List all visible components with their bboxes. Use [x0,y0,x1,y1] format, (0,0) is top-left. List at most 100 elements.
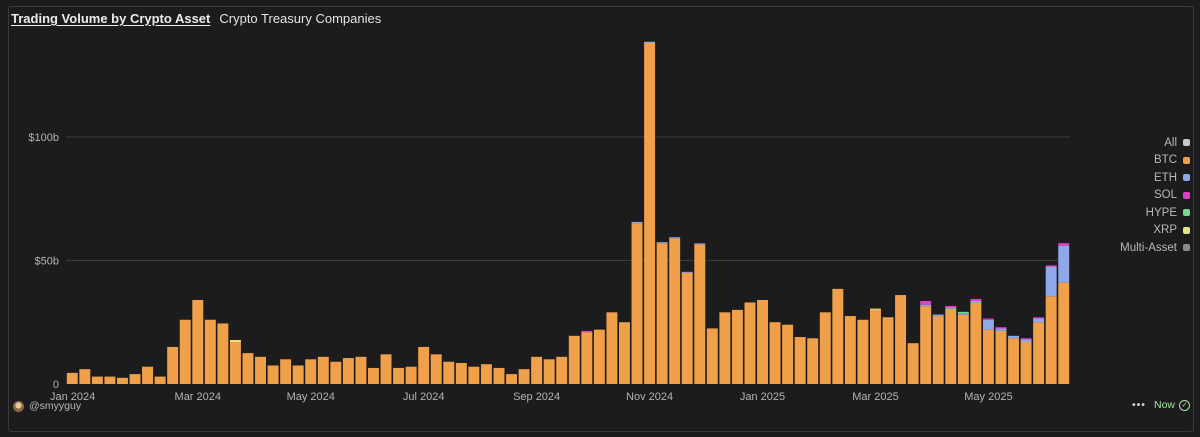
bar-btc [681,272,693,384]
chart-title[interactable]: Trading Volume by Crypto Asset [11,11,211,26]
bar-btc [907,343,919,384]
bar-btc [1058,282,1070,384]
bar-btc [769,322,781,384]
bar-sol [1058,243,1070,246]
bar-btc [619,322,630,384]
bar-btc [66,372,78,384]
bar-btc [995,330,1007,384]
bar-btc [631,223,643,384]
bar-eth [1020,339,1032,342]
legend-item-eth[interactable]: ETH [1154,171,1190,185]
bar-btc [192,299,204,384]
bar-btc [807,338,819,384]
bar-btc [117,377,128,384]
bar-btc [242,353,254,384]
bar-btc [782,324,794,384]
legend-item-btc[interactable]: BTC [1154,154,1190,168]
bar-btc [455,362,467,384]
bar-btc [292,365,304,384]
legend-label: BTC [1154,154,1177,167]
y-tick-label: $100b [28,132,59,144]
bar-sol [1045,265,1057,267]
bar-btc [330,361,342,384]
bar-btc [656,243,668,384]
bar-eth [932,314,944,317]
bar-btc [493,367,505,384]
bar-btc [204,319,216,384]
legend-item-xrp[interactable]: XRP [1153,224,1190,238]
bar-eth [694,243,706,245]
avatar [13,400,24,412]
legend-label: HYPE [1145,206,1177,219]
bar-btc [606,312,618,384]
more-options-button[interactable]: ••• [1131,399,1146,411]
bar-btc [91,376,103,384]
bar-btc [1008,338,1019,384]
legend-label: All [1164,136,1177,149]
bar-btc [882,317,894,384]
legend-label: ETH [1154,171,1177,184]
bar-sol [581,330,593,333]
bar-eth [970,300,982,303]
legend-item-all[interactable]: All [1164,136,1190,150]
bar-btc [581,332,593,384]
bar-eth [920,304,932,307]
bar-btc [556,356,568,384]
legend-item-sol[interactable]: SOL [1154,189,1190,203]
bar-eth [644,41,656,43]
bar-btc [342,358,354,384]
legend-swatch [1183,156,1190,164]
bar-sol [970,298,982,301]
chart-subtitle: Crypto Treasury Companies [219,11,382,26]
bar-eth [1033,318,1045,323]
bar-hype [957,311,969,314]
bar-btc [957,314,969,384]
author-credit: @smyyguy [13,400,81,412]
y-tick-label: 0 [53,379,59,391]
bar-btc [518,369,530,384]
bar-btc [104,376,116,384]
bar-btc [543,359,555,384]
legend-item-multi-asset[interactable]: Multi-Asset [1120,241,1190,255]
bar-btc [706,328,718,384]
bar-btc [982,329,994,384]
bar-btc [945,308,957,384]
bar-btc [1045,296,1057,384]
bar-btc [380,354,392,384]
bar-btc [418,346,430,384]
bar-btc [154,376,166,384]
bar-eth [945,307,957,309]
bar-btc [531,356,543,384]
bar-sol [995,327,1007,329]
bar-btc [870,309,881,384]
bar-btc [267,365,279,384]
x-tick-label: Jul 2024 [403,391,445,403]
x-tick-label: Sep 2024 [513,391,560,403]
bar-btc [506,374,517,384]
bar-btc [593,329,605,384]
bar-btc [405,366,417,384]
bar-btc [305,359,317,384]
bar-eth [656,242,668,244]
bar-eth [1008,335,1019,339]
bar-btc [355,356,367,384]
legend-swatch [1183,209,1190,217]
bar-btc [744,302,756,384]
bar-btc [844,316,856,384]
bar-btc [142,366,154,384]
author-handle[interactable]: @smyyguy [29,400,82,412]
bar-btc [229,341,241,384]
bar-sol [920,300,932,305]
bar-btc [317,356,329,384]
refresh-status[interactable]: Now ✓ [1154,399,1190,411]
bar-btc [857,319,869,384]
bar-btc [217,323,229,384]
bar-btc [757,299,768,384]
legend-item-hype[interactable]: HYPE [1146,206,1190,220]
check-circle-icon: ✓ [1179,399,1190,411]
bar-btc [731,309,743,384]
bar-eth [669,237,681,239]
bar-eth [1058,245,1070,283]
bar-btc [368,367,379,384]
